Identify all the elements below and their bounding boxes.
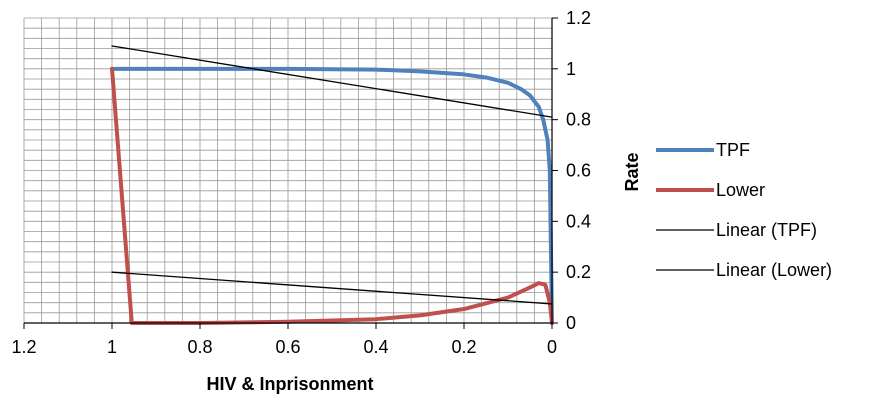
x-tick-label: 0.2	[451, 337, 476, 357]
y-tick-label: 1.2	[566, 8, 591, 28]
x-tick-label: 0.6	[275, 337, 300, 357]
legend-label-linear-lower: Linear (Lower)	[716, 260, 832, 280]
legend: TPF Lower Linear (TPF) Linear (Lower)	[656, 140, 832, 280]
legend-label-lower: Lower	[716, 180, 765, 200]
y-axis-ticks: 0 0.2 0.4 0.6 0.8 1 1.2	[552, 8, 591, 333]
series-lines	[110, 45, 554, 325]
x-tick-label: 1	[107, 337, 117, 357]
x-tick-label: 0.4	[363, 337, 388, 357]
y-tick-label: 0.4	[566, 211, 591, 231]
y-tick-label: 0.8	[566, 110, 591, 130]
x-axis-ticks: 1.2 1 0.8 0.6 0.4 0.2 0	[11, 323, 557, 357]
y-tick-label: 1	[566, 59, 576, 79]
x-tick-label: 1.2	[11, 337, 36, 357]
x-axis-title: HIV & Inprisonment	[206, 374, 373, 394]
x-tick-label: 0.8	[187, 337, 212, 357]
x-tick-label: 0	[547, 337, 557, 357]
series-line-tpf	[110, 66, 554, 325]
y-tick-label: 0.2	[566, 262, 591, 282]
series-line-linear-lower	[111, 271, 553, 305]
y-axis-title: Rate	[622, 152, 642, 191]
y-tick-label: 0	[566, 313, 576, 333]
legend-label-tpf: TPF	[716, 140, 750, 160]
y-tick-label: 0.6	[566, 161, 591, 181]
series-line-linear-tpf	[111, 45, 553, 118]
legend-label-linear-tpf: Linear (TPF)	[716, 220, 817, 240]
grid	[23, 17, 553, 324]
